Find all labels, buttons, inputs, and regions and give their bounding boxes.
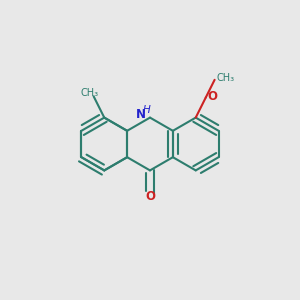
Text: N: N	[135, 107, 146, 121]
Text: CH₃: CH₃	[80, 88, 98, 98]
Text: O: O	[207, 89, 217, 103]
Text: O: O	[145, 190, 155, 203]
Text: H: H	[143, 105, 151, 115]
Text: CH₃: CH₃	[216, 73, 234, 83]
